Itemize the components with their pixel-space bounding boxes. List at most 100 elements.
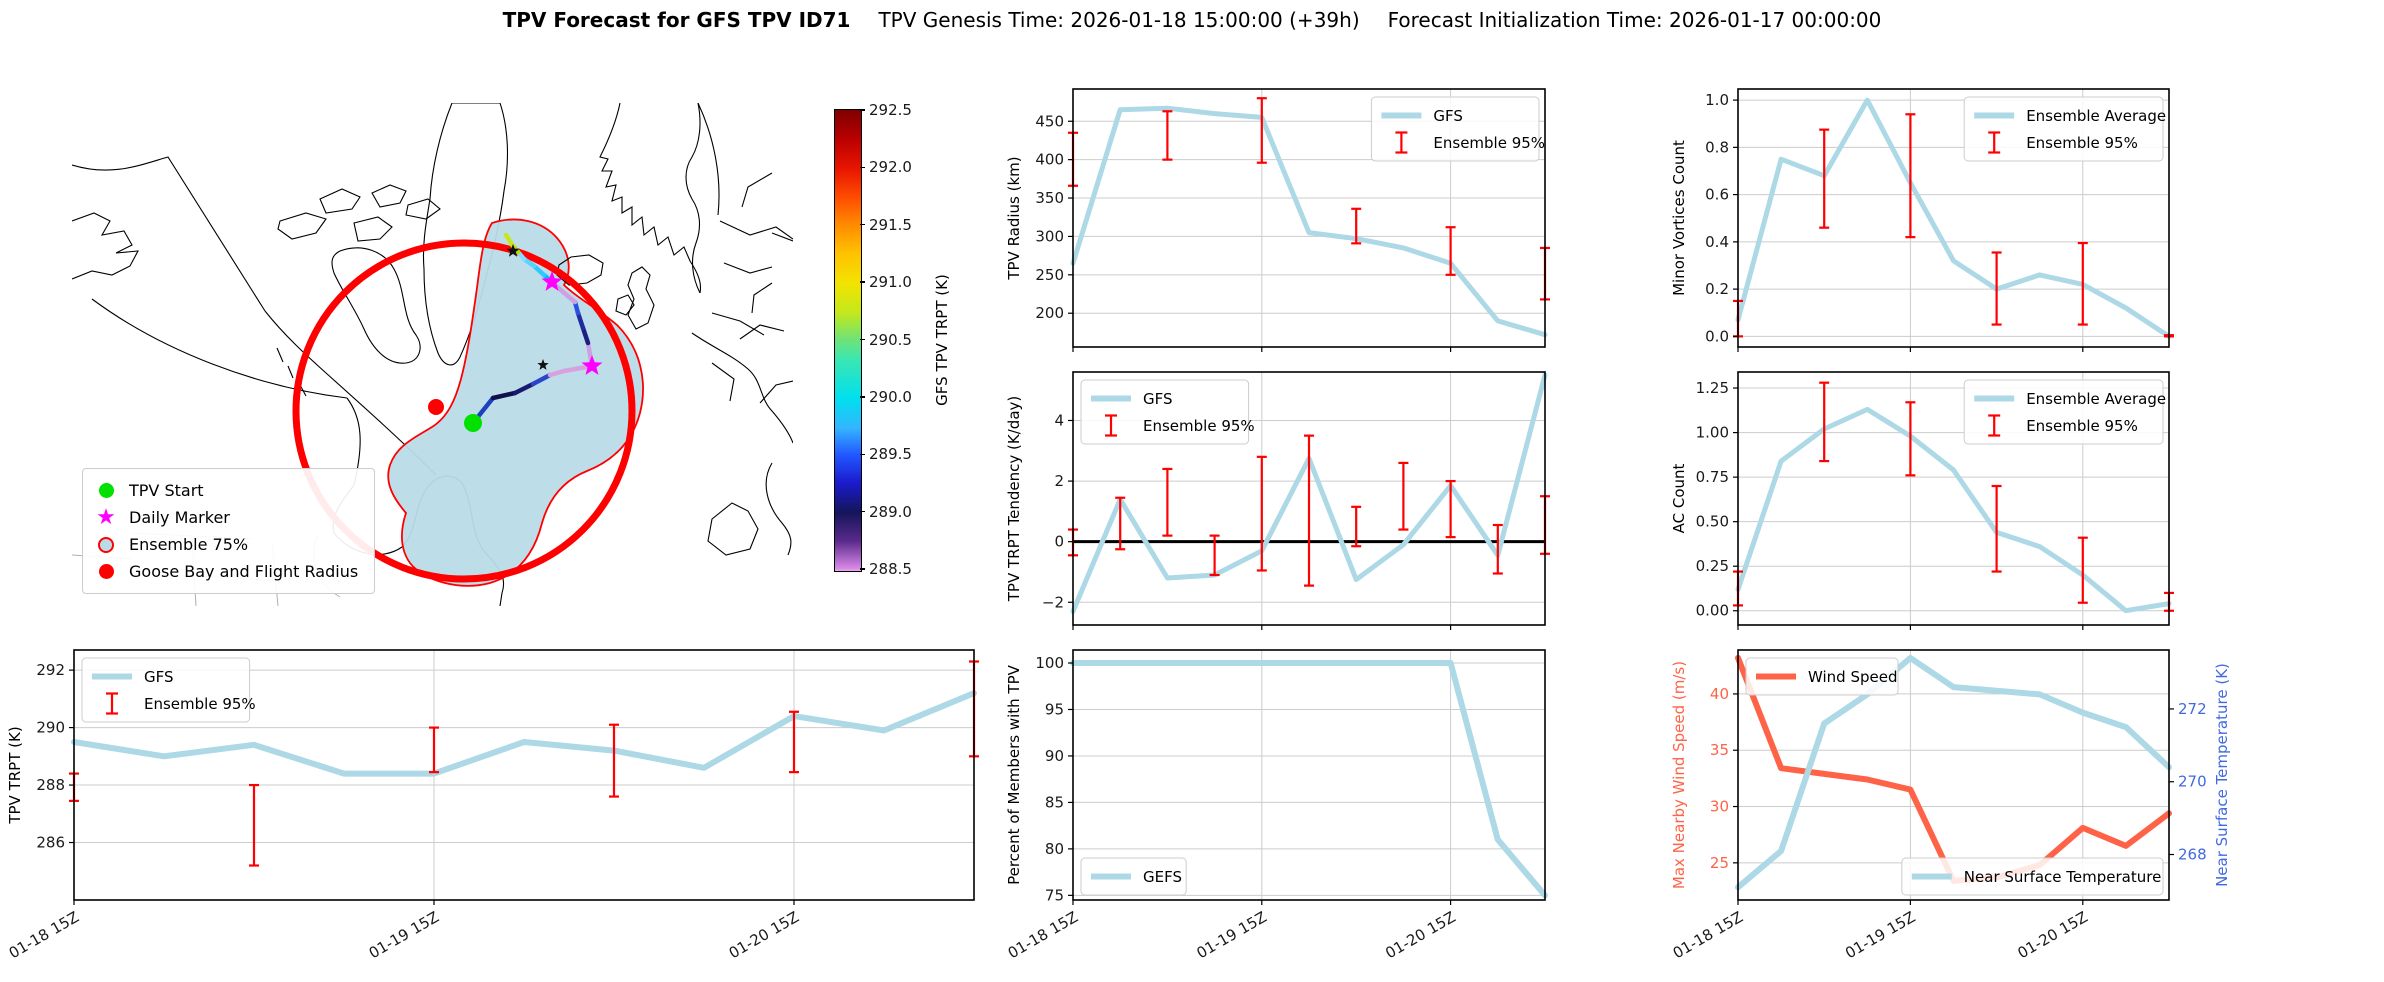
y-tick-label: 300 (1035, 227, 1064, 245)
y-tick-label: 0.50 (1696, 513, 1729, 531)
minor-vortex-star (537, 359, 549, 370)
y-tick-label: 0.00 (1696, 602, 1729, 620)
colorbar-tick: 289.5 (860, 445, 912, 463)
y-axis-label: Minor Vortices Count (1670, 140, 1688, 296)
y-tick-label: 288 (36, 776, 65, 794)
y-tick-label: 0.25 (1696, 557, 1729, 575)
legend-label: Ensemble 75% (129, 535, 249, 554)
y-tick-label: 1.0 (1705, 91, 1729, 109)
y-tick-label: 450 (1035, 112, 1064, 130)
y-axis-label: Max Nearby Wind Speed (m/s) (1670, 661, 1688, 889)
legend-row-ensemble: Ensemble 75% (93, 531, 358, 558)
legend-entry-label: Ensemble 95% (2026, 417, 2138, 435)
x-tick-label: 01-18 15Z (1005, 908, 1081, 962)
y-tick-label: 30 (1710, 798, 1729, 816)
y-tick-label: 0 (1054, 533, 1064, 551)
y-tick-label: 200 (1035, 304, 1064, 322)
colorbar-tick: 289.0 (860, 503, 912, 521)
y-tick-label: 1.25 (1696, 379, 1729, 397)
y-tick-label: 1.00 (1696, 424, 1729, 442)
legend-entry-label: Ensemble Average (2026, 390, 2166, 408)
chart-tpv-trpt-tendency: −2 0 2 4 TPV TRPT Tendency (K/day) GFS Ensembl… (1005, 371, 1550, 630)
chart-tpv-radius: 200 250 300 350 400 450 TPV Radius (km) GFS Ense… (1005, 88, 1550, 352)
legend-row-daily-marker: ★ Daily Marker (93, 504, 358, 531)
y-tick-label: 0.0 (1705, 327, 1729, 345)
chart-legend: GFS Ensemble 95% (1370, 96, 1545, 162)
legend-entry-label: Ensemble 95% (1433, 134, 1545, 152)
y-tick-label: 85 (1045, 793, 1064, 811)
chart-legend: Ensemble Average Ensemble 95% (1963, 96, 2166, 162)
x-tick-label: 01-19 15Z (366, 908, 442, 962)
y-tick-label: 2 (1054, 472, 1064, 490)
x-tick-label: 01-20 15Z (2014, 908, 2090, 962)
y-tick-label: 75 (1045, 886, 1064, 904)
legend-entry-label: GEFS (1143, 868, 1182, 886)
colorbar (834, 109, 862, 572)
y-tick-label: 0.2 (1705, 280, 1729, 298)
legend-label: TPV Start (129, 481, 204, 500)
chart-tpv-trpt: 01-18 15Z 01-19 15Z 01-20 15Z 286 288 290 292 T… (6, 649, 979, 962)
title-init-time: Forecast Initialization Time: 2026-01-17… (1387, 8, 1882, 32)
legend-entry-label: Ensemble 95% (2026, 134, 2138, 152)
legend-entry-label: GFS (1143, 390, 1173, 408)
right-y-axis-label: Near Surface Temperature (K) (2213, 663, 2231, 887)
daily-marker-star (541, 271, 563, 291)
chart-minor-vortices: 0.0 0.2 0.4 0.6 0.8 1.0 Minor Vortices Count En… (1670, 88, 2174, 352)
chart-ac-count: 0.00 0.25 0.50 0.75 1.00 1.25 AC Count Ensemble… (1670, 371, 2174, 630)
y-tick-label: 0.8 (1705, 138, 1729, 156)
x-tick-label: 01-20 15Z (726, 908, 802, 962)
y-axis-label: TPV TRPT (K) (6, 726, 24, 824)
series-near-surface-temperature (1735, 655, 2172, 891)
series-ensemble-average (1735, 406, 2172, 614)
colorbar-label: GFS TPV TRPT (K) (933, 274, 951, 406)
chart-legend: Near Surface Temperature (1901, 857, 2164, 896)
legend-entry-label: Ensemble Average (2026, 107, 2166, 125)
series-ensemble-average (1735, 97, 2172, 339)
y-tick-label: 0.6 (1705, 186, 1729, 204)
colorbar-tick: 288.5 (860, 560, 912, 578)
x-tick-label: 01-18 15Z (6, 908, 82, 962)
x-tick-label: 01-19 15Z (1842, 908, 1918, 962)
colorbar-tick: 290.5 (860, 331, 912, 349)
y-axis-label: Percent of Members with TPV (1005, 664, 1023, 885)
legend-entry-label: Ensemble 95% (144, 695, 256, 713)
y-tick-label: 292 (36, 661, 65, 679)
goose-bay-icon (93, 564, 119, 579)
y-tick-label: 95 (1045, 700, 1064, 718)
tpv-start-icon (93, 483, 119, 498)
chart-legend: Ensemble Average Ensemble 95% (1963, 379, 2166, 445)
legend-label: Daily Marker (129, 508, 230, 527)
colorbar-tick: 291.0 (860, 273, 912, 291)
colorbar-tick: 292.0 (860, 158, 912, 176)
tpv-start-dot (464, 414, 482, 432)
y-tick-label: 90 (1045, 747, 1064, 765)
title-main: TPV Forecast for GFS TPV ID71 (502, 8, 851, 32)
x-tick-label: 01-19 15Z (1193, 908, 1269, 962)
right-y-tick-label: 270 (2178, 773, 2207, 791)
legend-entry-label: Wind Speed (1808, 668, 1898, 686)
ensemble-ring-icon (93, 536, 119, 553)
flight-radius-circle (292, 239, 636, 583)
legend-entry-label: GFS (1433, 107, 1463, 125)
x-tick-label: 01-18 15Z (1670, 908, 1746, 962)
series-gfs (1070, 105, 1548, 338)
track-markers (428, 244, 603, 432)
colorbar-tick: 292.5 (860, 101, 912, 119)
map-legend: TPV Start ★ Daily Marker Ensemble 75% Go… (82, 468, 376, 594)
legend-entry-label: Near Surface Temperature (1964, 868, 2162, 886)
chart-legend: GFS Ensemble 95% (81, 657, 256, 723)
daily-marker-icon: ★ (96, 505, 116, 530)
right-y-tick-label: 268 (2178, 846, 2207, 864)
legend-row-tpv-start: TPV Start (93, 477, 358, 504)
legend-row-goose-bay: Goose Bay and Flight Radius (93, 558, 358, 585)
y-tick-label: 25 (1710, 854, 1729, 872)
y-axis-label: TPV Radius (km) (1005, 156, 1023, 280)
y-tick-label: 35 (1710, 741, 1729, 759)
y-tick-label: 350 (1035, 189, 1064, 207)
map-panel: TPV Start ★ Daily Marker Ensemble 75% Go… (71, 102, 794, 607)
chart-wind-temp: 01-18 15Z 01-19 15Z 01-20 15Z 25 30 35 40 268 27… (1670, 649, 2231, 962)
x-tick-label: 01-20 15Z (1382, 908, 1458, 962)
daily-marker-star (581, 355, 603, 375)
y-tick-label: 400 (1035, 151, 1064, 169)
goose-bay-dot (428, 399, 444, 415)
